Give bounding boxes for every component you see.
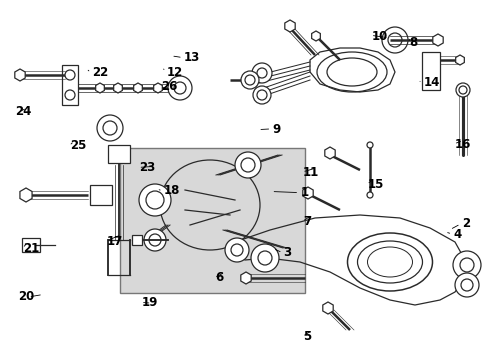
Circle shape [139,184,171,216]
Text: 21: 21 [23,242,40,255]
Polygon shape [96,83,104,93]
Polygon shape [311,31,320,41]
Polygon shape [240,272,251,284]
Circle shape [241,71,259,89]
Text: 24: 24 [15,105,31,118]
Circle shape [366,192,372,198]
Text: 19: 19 [142,296,158,309]
Circle shape [459,258,473,272]
Text: 8: 8 [408,36,416,49]
Circle shape [250,244,279,272]
Circle shape [258,251,271,265]
Text: 15: 15 [367,178,383,191]
Circle shape [230,244,243,256]
Circle shape [455,83,469,97]
Text: 5: 5 [303,330,311,343]
Polygon shape [15,69,25,81]
Text: 9: 9 [272,123,280,136]
Text: 16: 16 [454,138,470,150]
Circle shape [65,90,75,100]
Polygon shape [153,83,162,93]
Circle shape [252,86,270,104]
Text: 7: 7 [303,215,311,228]
Text: 1: 1 [300,186,308,199]
Circle shape [103,121,117,135]
FancyBboxPatch shape [22,238,40,252]
Polygon shape [324,147,334,159]
Polygon shape [302,187,312,199]
Polygon shape [133,83,142,93]
Circle shape [143,229,165,251]
Circle shape [452,251,480,279]
Circle shape [168,76,192,100]
Text: 14: 14 [423,76,439,89]
Text: 6: 6 [215,271,223,284]
Text: 13: 13 [183,51,200,64]
Polygon shape [322,302,332,314]
Circle shape [458,86,466,94]
Polygon shape [113,83,122,93]
Circle shape [387,33,401,47]
Circle shape [366,142,372,148]
Polygon shape [421,52,439,90]
Text: 17: 17 [106,235,122,248]
Polygon shape [432,34,442,46]
Circle shape [235,152,261,178]
Text: 23: 23 [139,161,155,174]
Circle shape [149,234,161,246]
FancyBboxPatch shape [120,148,305,293]
Text: 4: 4 [453,228,461,240]
Text: 10: 10 [371,30,387,42]
Circle shape [381,27,407,53]
Circle shape [460,279,472,291]
Text: 25: 25 [70,139,86,152]
Bar [132,235,142,245]
Circle shape [146,191,163,209]
Polygon shape [20,188,32,202]
Circle shape [251,63,271,83]
FancyBboxPatch shape [108,145,130,163]
Text: 3: 3 [283,246,291,259]
Circle shape [257,68,266,78]
Polygon shape [455,55,464,65]
Text: 26: 26 [161,80,177,93]
Circle shape [244,75,254,85]
Circle shape [257,90,266,100]
Circle shape [224,238,248,262]
Circle shape [174,82,185,94]
Text: 2: 2 [461,217,469,230]
Text: 12: 12 [166,66,182,78]
Text: 18: 18 [163,184,180,197]
Text: 22: 22 [92,66,108,79]
FancyBboxPatch shape [90,185,112,205]
Circle shape [97,115,123,141]
Polygon shape [284,20,295,32]
Text: 20: 20 [19,291,35,303]
Circle shape [241,158,254,172]
Circle shape [65,70,75,80]
Text: 11: 11 [303,166,319,179]
Circle shape [454,273,478,297]
